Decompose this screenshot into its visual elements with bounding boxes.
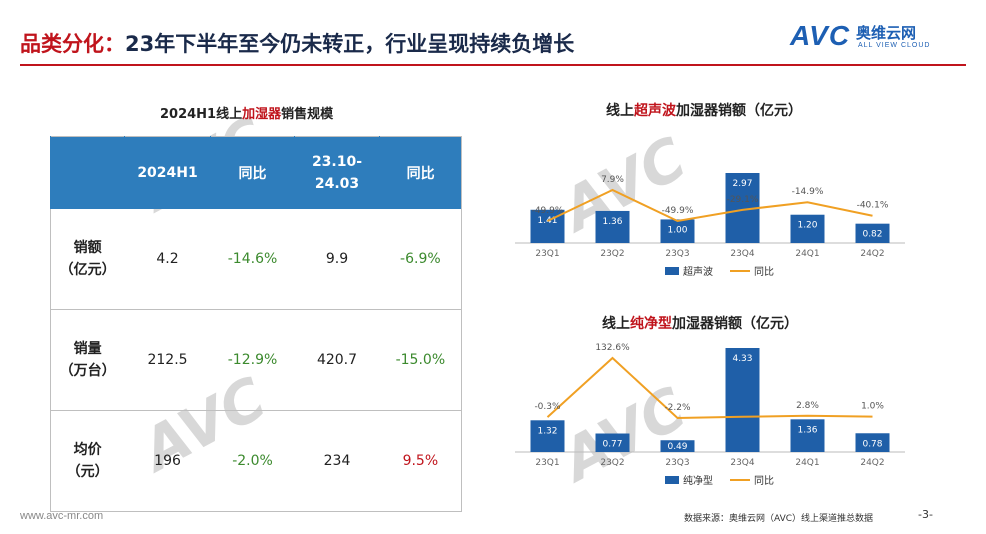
x-tick-label: 23Q3 [665, 249, 689, 259]
yoy-value-label: -40.1% [857, 201, 889, 211]
bar [660, 219, 695, 243]
x-tick-label: 24Q2 [860, 249, 884, 259]
legend-swatch-bar [665, 267, 679, 275]
bar [790, 214, 825, 243]
yoy-value-label: -49.9% [662, 206, 694, 216]
bar-value-label: 0.78 [862, 439, 882, 449]
bar-value-label: 0.77 [602, 440, 622, 450]
yoy-value-label: -2.2% [664, 403, 691, 413]
x-tick-label: 23Q2 [600, 458, 624, 468]
table-row: 销量 （万台） 212.5 -12.9% 420.7 -15.0% [50, 309, 462, 411]
ultrasonic-sales-chart: 1.4123Q11.3623Q21.0023Q32.9723Q41.2024Q1… [515, 173, 905, 278]
legend-label: 同比 [754, 475, 774, 487]
bar [595, 433, 630, 452]
website-url: www.avc-mr.com [20, 510, 104, 522]
row-label: 销额 （亿元） [59, 240, 116, 278]
table-cell: -2.0% [210, 410, 295, 512]
bar [660, 440, 695, 452]
yoy-line [547, 188, 873, 223]
bar-value-label: 1.20 [797, 221, 817, 231]
avc-logo: AVC 奥维云网 ALL VIEW CLOUD [790, 20, 931, 51]
x-tick-label: 23Q2 [600, 249, 624, 259]
data-source: 数据来源：奥维云网（AVC）线上渠道推总数据 [684, 514, 874, 524]
table-cell: 9.9 [325, 251, 349, 267]
x-tick-label: 23Q3 [665, 458, 689, 468]
x-tick-label: 23Q4 [730, 458, 755, 468]
x-tick-label: 24Q1 [795, 458, 819, 468]
bar-value-label: 2.97 [732, 179, 752, 189]
x-tick-label: 23Q4 [730, 249, 755, 259]
sales-scale-table: 2024H1 同比 23.10- 24.03 同比 销额 （亿元） 4.2 -14… [50, 136, 462, 512]
purifying-chart-title: 线上纯净型加湿器销额（亿元） [602, 316, 798, 332]
legend-label: 超声波 [683, 265, 713, 278]
table-header-cell: 同比 [210, 136, 295, 209]
table-header-row: 2024H1 同比 23.10- 24.03 同比 [50, 136, 462, 209]
bar [790, 419, 825, 452]
legend-swatch-bar [665, 476, 679, 484]
legend-label: 纯净型 [683, 474, 713, 487]
table-row: 均价 （元） 196 -2.0% 234 9.5% [50, 410, 462, 512]
table-header-cell [50, 136, 125, 209]
x-tick-label: 23Q1 [535, 458, 559, 468]
yoy-value-label: 1.0% [861, 402, 884, 412]
table-cell: -14.6% [227, 251, 278, 267]
table-header-cell: 23.10- 24.03 [293, 136, 380, 209]
yoy-value-label: -29.1% [727, 195, 759, 205]
table-cell: 4.2 [156, 251, 179, 267]
x-tick-label: 23Q1 [535, 249, 559, 259]
table-title: 2024H1线上加湿器销售规模 [160, 107, 334, 122]
bar [530, 420, 565, 452]
table-cell: -15.0% [379, 309, 462, 411]
purifying-sales-chart: 1.32 23Q1 0.77 23Q2 0.49 23Q3 4.33 23Q4 1.36 24Q1… [515, 343, 905, 487]
bar-value-label: 1.36 [797, 425, 817, 435]
bar [855, 223, 890, 243]
table-header-cell: 2024H1 [123, 136, 211, 209]
bar-value-label: 1.00 [667, 225, 687, 235]
table-cell: 234 [294, 410, 380, 512]
legend-label: 同比 [754, 266, 774, 278]
table-cell: 9.5% [379, 410, 462, 512]
yoy-value-label: -0.3% [534, 402, 561, 412]
page-number: -3- [918, 508, 933, 521]
bar [725, 348, 760, 452]
bar-value-label: 0.49 [667, 442, 687, 452]
table-row: 销额 （亿元） 4.2 -14.6% 9.9 -6.9% [51, 209, 462, 310]
bar [595, 210, 630, 243]
table-header-cell: 同比 [379, 136, 462, 209]
x-tick-label: 24Q1 [795, 249, 819, 259]
page-title: 品类分化：23年下半年至今仍未转正，行业呈现持续负增长 [20, 32, 575, 56]
bar-value-label: 1.36 [602, 217, 622, 227]
yoy-value-label: -49.9% [532, 206, 564, 216]
bar-value-label: 4.33 [732, 354, 752, 364]
table-cell: -12.9% [210, 309, 295, 411]
yoy-value-label: 7.9% [601, 175, 624, 185]
yoy-value-label: 132.6% [595, 343, 630, 353]
table-cell: 212.5 [124, 309, 211, 411]
yoy-value-label: 2.8% [796, 401, 819, 411]
ultrasonic-chart-title: 线上超声波加湿器销额（亿元） [606, 103, 802, 119]
table-cell: 420.7 [294, 309, 380, 411]
title-divider [20, 64, 966, 66]
row-label: 均价 （元） [50, 410, 125, 512]
row-label: 销量 （万台） [50, 309, 125, 411]
bar-value-label: 0.82 [862, 230, 882, 240]
yoy-line [546, 356, 873, 420]
x-tick-label: 24Q2 [860, 458, 884, 468]
table-cell: -6.9% [400, 251, 441, 267]
bar-value-label: 1.32 [537, 426, 557, 436]
bar [855, 433, 890, 452]
table-cell: 196 [124, 410, 211, 512]
yoy-value-label: -14.9% [792, 187, 824, 197]
